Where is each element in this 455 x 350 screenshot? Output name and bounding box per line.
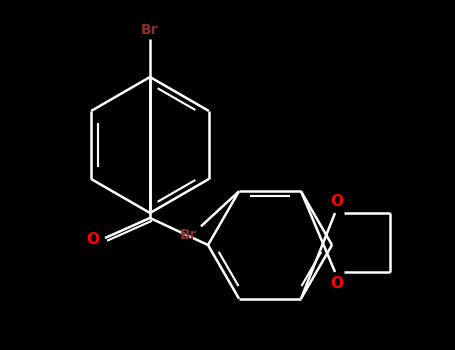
Text: O: O — [330, 195, 344, 210]
Text: O: O — [86, 232, 100, 247]
Text: Br: Br — [180, 228, 197, 242]
Text: Br: Br — [141, 23, 159, 37]
Text: O: O — [330, 275, 344, 290]
